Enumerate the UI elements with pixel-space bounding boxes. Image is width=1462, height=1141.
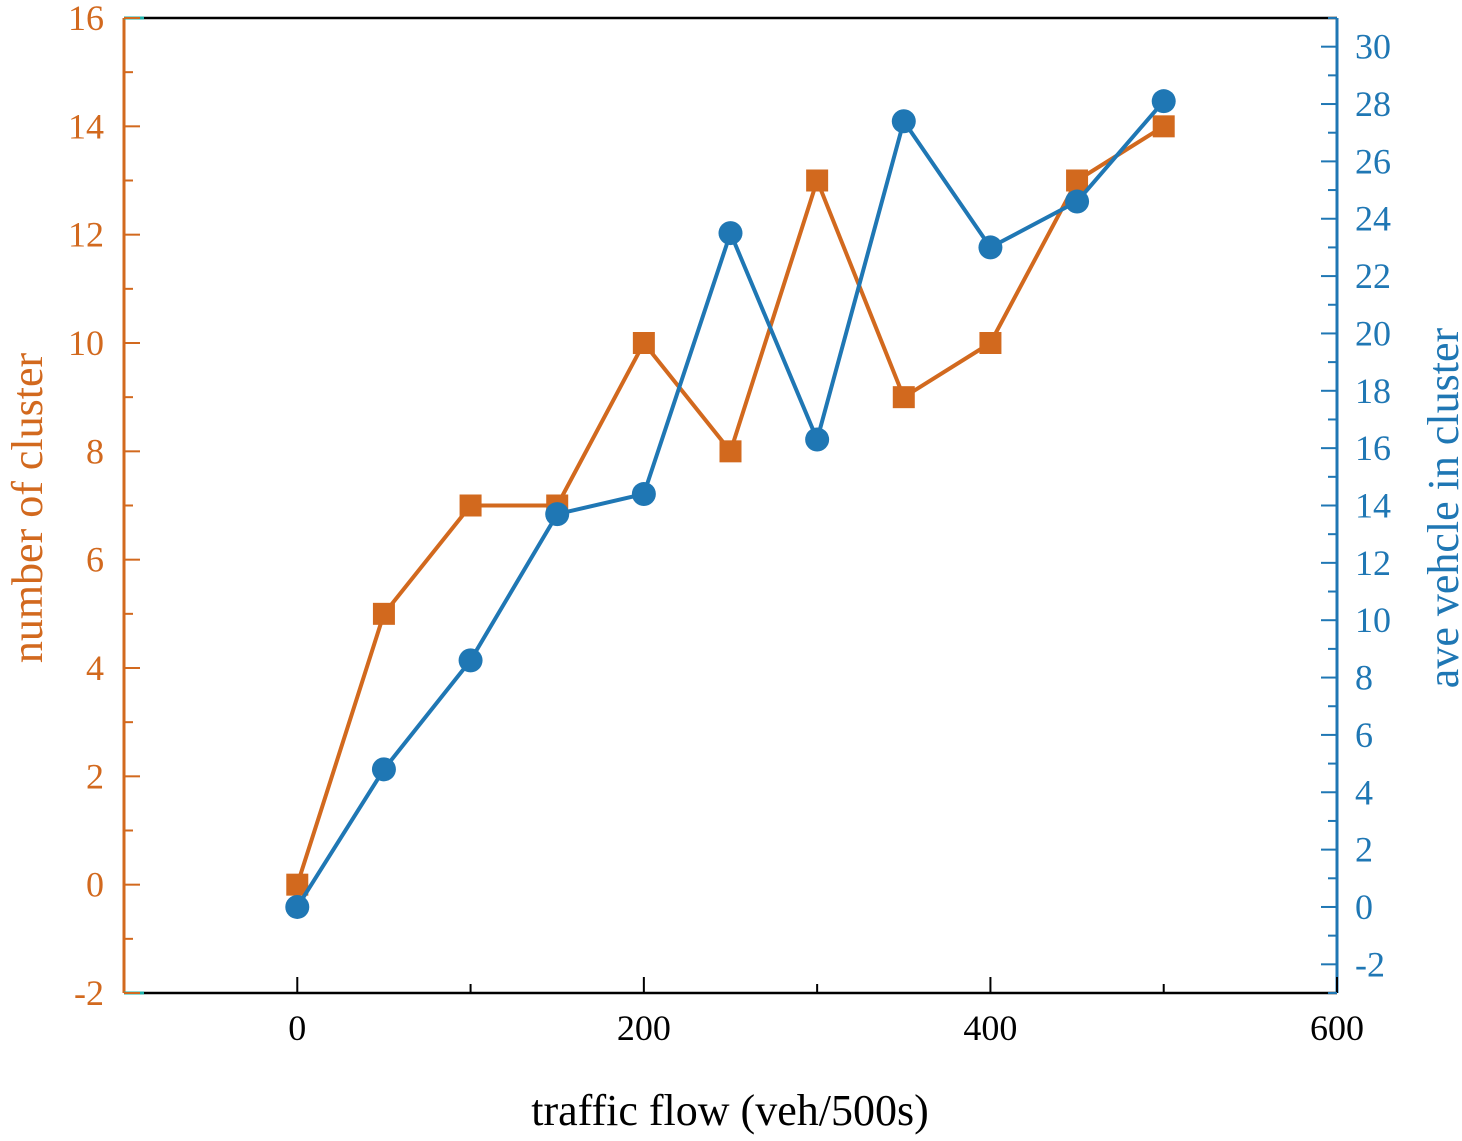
series-1-point — [892, 386, 915, 409]
x-axis-label: traffic flow (veh/500s) — [531, 1086, 929, 1135]
y-left-tick-label: 2 — [86, 756, 104, 796]
series-2-point — [805, 427, 830, 452]
series-1-point — [979, 332, 1002, 354]
series-1-point — [806, 169, 829, 192]
series-2-point — [1151, 89, 1176, 114]
x-tick-label: 600 — [1310, 1008, 1364, 1048]
y-right-tick-label: 2 — [1355, 830, 1373, 870]
y-left-tick-label: 12 — [68, 215, 104, 255]
y-left-tick-label: -2 — [74, 973, 104, 1013]
y-right-tick-label: 18 — [1355, 371, 1391, 411]
series-2-point — [545, 502, 570, 527]
y-right-tick-label: 28 — [1355, 84, 1391, 124]
y-left-tick-label: 16 — [68, 0, 104, 38]
series-1-point — [372, 602, 395, 625]
x-tick-label: 400 — [963, 1008, 1017, 1048]
series-1-point — [632, 332, 655, 354]
series-2-point — [631, 482, 656, 507]
axis-labels: traffic flow (veh/500s) number of cluste… — [3, 327, 1462, 1135]
series-1-point — [1152, 115, 1175, 138]
y-axis-left-label: number of cluster — [3, 352, 52, 663]
series-2-point — [891, 109, 916, 134]
y-right-tick-label: -2 — [1355, 944, 1385, 984]
y-right-tick-label: 16 — [1355, 428, 1391, 468]
y-axis-right-label: ave vehcle in cluster — [1419, 327, 1462, 688]
series-2-point — [458, 648, 483, 673]
y-right-tick-label: 8 — [1355, 658, 1373, 698]
series-1-point — [459, 494, 482, 517]
y-right-tick-label: 30 — [1355, 27, 1391, 67]
series-2-point — [978, 235, 1003, 260]
axes: 0 200 400 600-20246810121416-20246810121416… — [68, 0, 1391, 1048]
y-right-tick-label: 14 — [1355, 486, 1391, 526]
x-tick-label: 200 — [617, 1008, 671, 1048]
y-right-tick-label: 24 — [1355, 199, 1391, 239]
y-left-tick-label: 4 — [86, 648, 104, 688]
y-left-tick-label: 14 — [68, 106, 104, 146]
y-right-tick-label: 0 — [1355, 887, 1373, 927]
y-right-tick-label: 6 — [1355, 715, 1373, 755]
y-right-tick-label: 22 — [1355, 256, 1391, 296]
series-layer — [285, 89, 1176, 919]
y-left-tick-label: 8 — [86, 431, 104, 471]
series-1-point — [1066, 169, 1089, 192]
series-2-point — [718, 221, 743, 246]
series-1-point — [286, 873, 309, 896]
series-2-point — [371, 757, 396, 782]
series-1-point — [719, 440, 742, 463]
y-left-tick-label: 6 — [86, 540, 104, 580]
y-left-tick-label: 0 — [86, 865, 104, 905]
series-2-point — [285, 894, 310, 919]
y-left-tick-label: 10 — [68, 323, 104, 363]
y-right-tick-label: 20 — [1355, 313, 1391, 353]
y-right-tick-label: 12 — [1355, 543, 1391, 583]
y-right-tick-label: 26 — [1355, 141, 1391, 181]
y-right-tick-label: 10 — [1355, 600, 1391, 640]
y-right-tick-label: 4 — [1355, 772, 1373, 812]
x-tick-label: 0 — [288, 1008, 306, 1048]
series-2-point — [1065, 189, 1090, 214]
